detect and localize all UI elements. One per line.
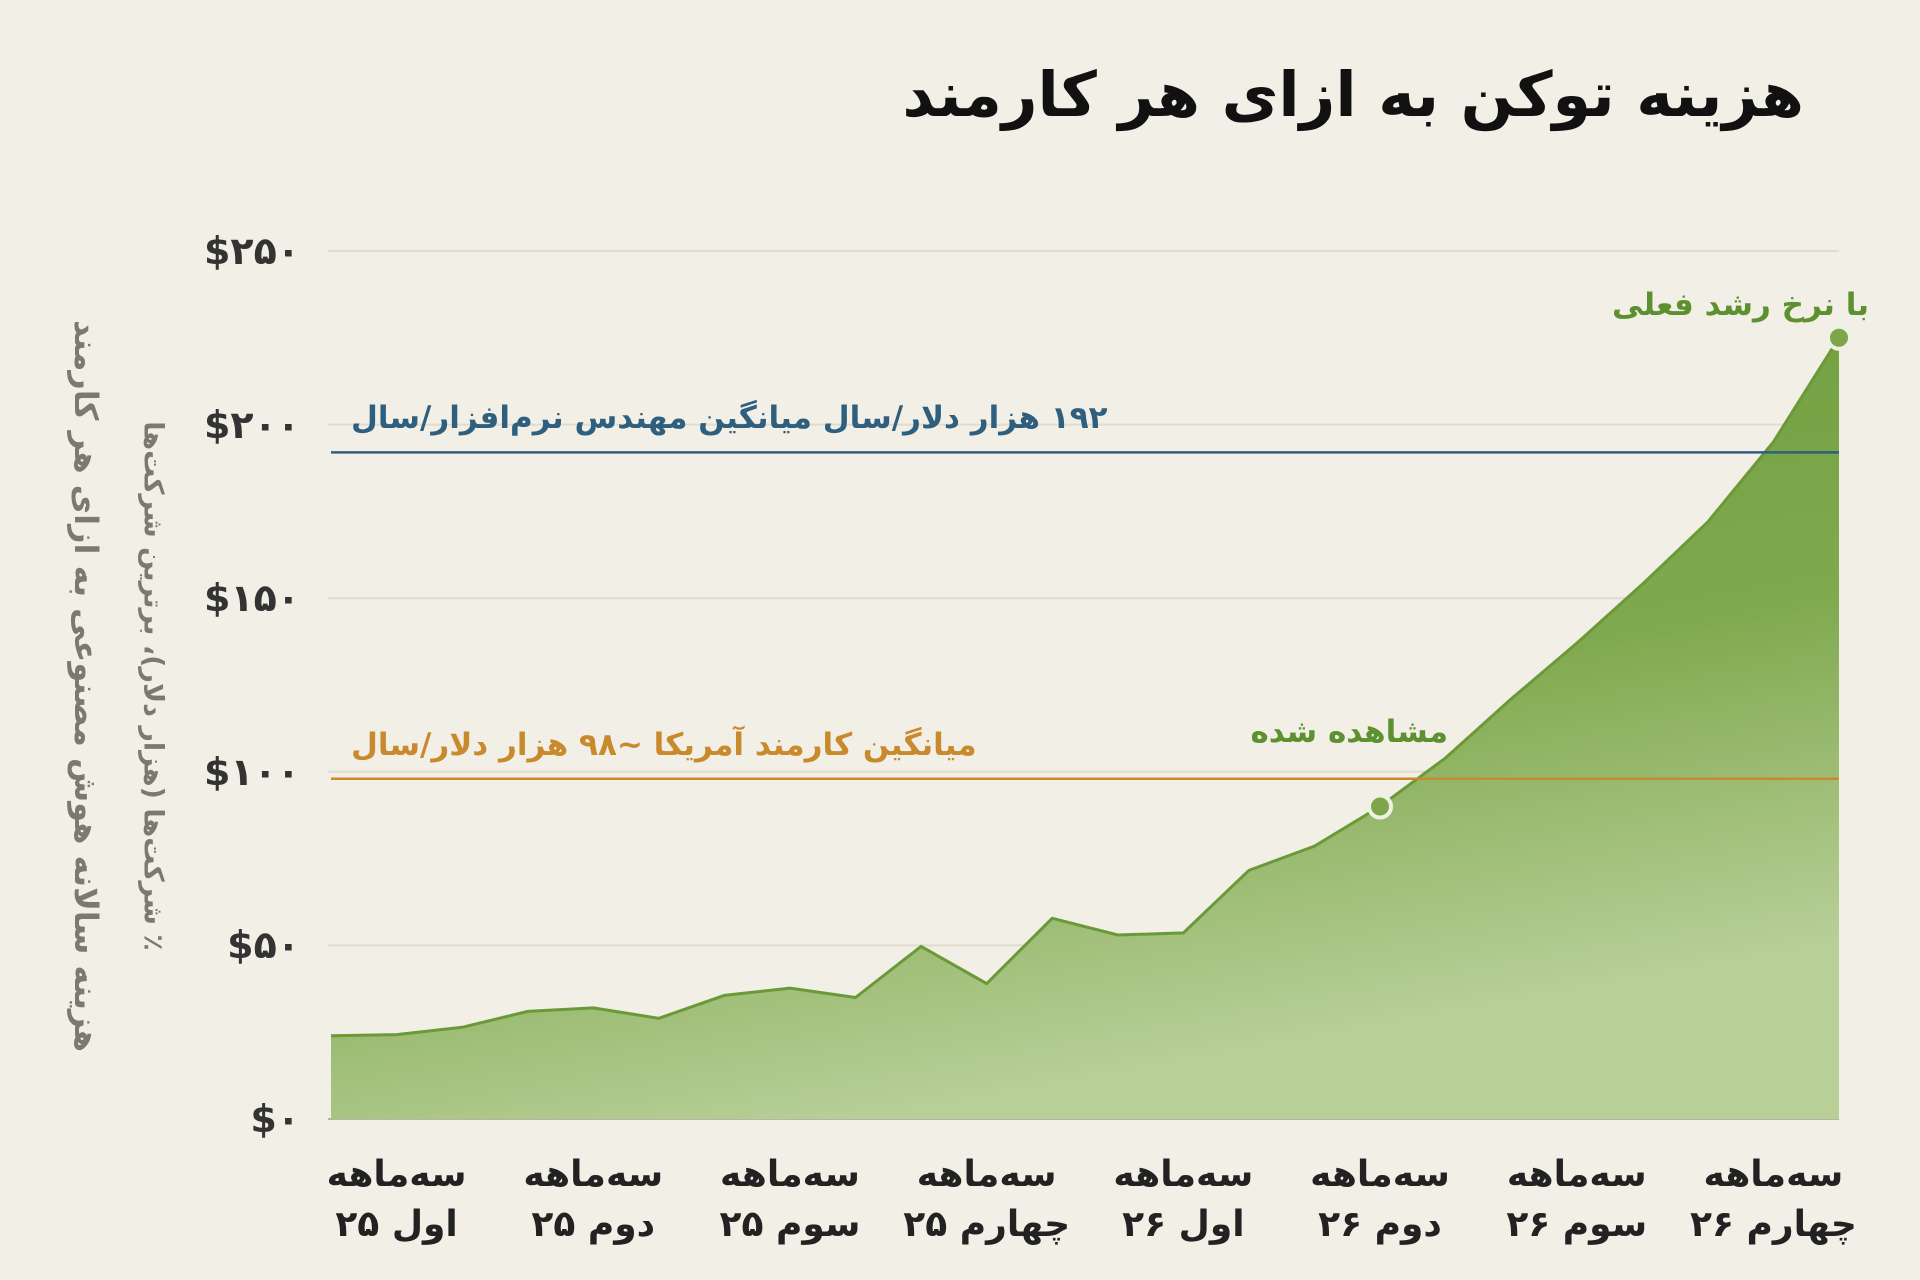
y-tick-label: $۰ <box>250 1097 300 1141</box>
x-tick-label: سه‌ماهه دوم ۲۵ <box>523 1154 664 1245</box>
x-tick-label: سه‌ماهه اول ۲۵ <box>326 1154 467 1245</box>
reference-label: ۱۹۲ هزار دلار/سال میانگین مهندس نرم‌افزا… <box>351 400 1108 437</box>
y-tick-label: $۵۰ <box>227 923 300 968</box>
x-tick-label: سه‌ماهه دوم ۲۶ <box>1310 1154 1450 1245</box>
x-tick-label: سه‌ماهه اول ۲۶ <box>1113 1154 1254 1245</box>
area <box>331 337 1839 1119</box>
y-tick-label: $۱۵۰ <box>203 576 300 621</box>
y-tick-label: $۲۵۰ <box>203 229 300 273</box>
reference-label: میانگین کارمند آمریکا ~۹۸ هزار دلار/سال <box>351 726 977 763</box>
x-tick-label: سه‌ماهه سوم ۲۶ <box>1506 1154 1648 1245</box>
marker <box>1367 793 1394 820</box>
x-tick-label: سه‌ماهه چهارم ۲۶ <box>1690 1154 1857 1245</box>
y-axis-title: هزینه سالانه هوش مصنوعی به ازای هر کارمن… <box>67 319 105 1053</box>
annotation: مشاهده شده <box>1250 713 1449 750</box>
x-tick-label: سه‌ماهه سوم ۲۵ <box>719 1154 861 1245</box>
annotation: با نرخ رشد فعلی <box>1612 286 1869 323</box>
y-tick-label: $۲۰۰ <box>203 402 300 447</box>
area-line <box>330 337 1841 1038</box>
marker <box>1826 324 1852 351</box>
chart-title: هزینه توکن به ازای هر کارمند <box>902 58 1804 131</box>
x-tick-label: سه‌ماهه چهارم ۲۵ <box>903 1154 1071 1245</box>
y-axis-note: ٪ شرکت‌ها (هزار دلار)، برترین شرکت‌ها <box>137 421 169 951</box>
y-tick-label: $۱۰۰ <box>203 749 300 794</box>
